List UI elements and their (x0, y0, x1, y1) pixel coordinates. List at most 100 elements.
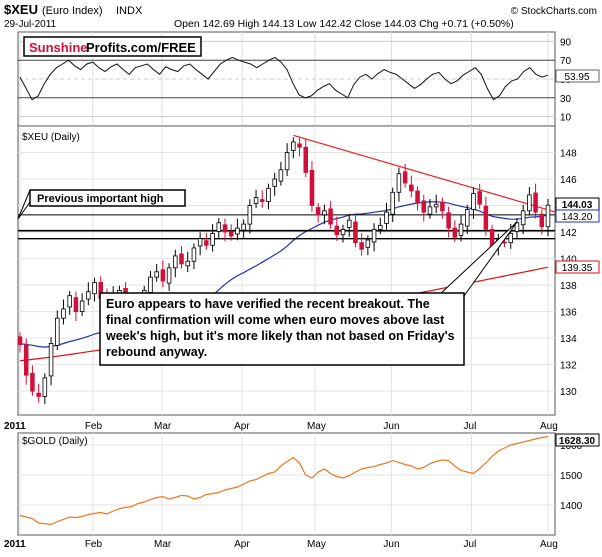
symbol-title: $XEU (4, 2, 38, 17)
candle-body (415, 190, 420, 204)
candle-body (17, 336, 23, 346)
candle-body (160, 269, 166, 282)
candle-body (458, 223, 464, 236)
price-panel-title: $XEU (Daily) (22, 132, 80, 143)
candle-body (322, 210, 327, 216)
candle-body (334, 225, 340, 236)
candle-body (259, 199, 265, 202)
candle-body (204, 240, 209, 246)
prev-high-label: Previous important high (37, 193, 164, 205)
candle-body (30, 372, 35, 392)
candle-body (235, 227, 240, 235)
ma50-last-box (555, 209, 600, 223)
candle-body (446, 212, 451, 229)
price-tick-label: 140 (560, 255, 577, 266)
candle-body (433, 203, 439, 208)
candle-body (241, 223, 246, 231)
candle-body (427, 206, 433, 215)
rsi-line (19, 56, 549, 101)
candle-body (210, 232, 215, 246)
bottom-x-label: May (307, 539, 326, 550)
comment-callout: Euro appears to have verified the recent… (99, 221, 518, 366)
candle-body (86, 291, 91, 300)
candle-body (23, 344, 29, 376)
candle-body (409, 184, 414, 192)
candle-body (508, 232, 513, 244)
logo-box (23, 36, 202, 57)
price-tick-label: 134 (560, 334, 577, 345)
bottom-x-label: Jun (383, 539, 399, 550)
price-tick-label: 138 (560, 281, 577, 292)
candle-body (291, 141, 296, 151)
rsi-tick-label: 70 (560, 56, 572, 67)
candle-body (247, 205, 253, 225)
candle-body (42, 377, 48, 397)
gold-panel-title: $GOLD (Daily) (22, 436, 88, 447)
symbol-name: (Euro Index) (42, 5, 103, 17)
gold-tick-label: 1500 (560, 471, 583, 482)
candle-body (359, 242, 364, 250)
logo-brand-red: Sunshine (29, 40, 88, 55)
candle-body (73, 297, 79, 312)
gold-line (19, 436, 549, 526)
gold-last-box (555, 433, 600, 447)
candle-body (539, 213, 545, 228)
candle-body (346, 219, 352, 228)
candle-body (272, 178, 277, 187)
bottom-x-label: Apr (234, 539, 250, 550)
comment-box (99, 292, 465, 366)
candle-body (284, 152, 290, 171)
candle-body (483, 205, 489, 230)
logo-brand-black: Profits.com/FREE (86, 40, 196, 55)
rsi-last-value: 53.95 (564, 72, 589, 83)
candle-body (191, 247, 197, 262)
ma200-last-box (555, 260, 600, 274)
candle-body (471, 193, 476, 210)
price-tick-label: 146 (560, 175, 577, 186)
rsi-tick-label: 90 (560, 37, 572, 48)
candle-body (402, 171, 408, 184)
candle-body (477, 191, 482, 205)
symbol-exchange: INDX (116, 5, 143, 17)
ma200-last-value: 139.35 (562, 263, 593, 274)
mid-x-label: Apr (234, 421, 250, 432)
candle-body (396, 173, 402, 193)
prev-high-box (29, 189, 186, 207)
candle-body (179, 253, 184, 265)
price-tick-label: 148 (560, 149, 577, 160)
candle-body (222, 224, 228, 233)
header-date: 29-Jul-2011 (4, 19, 57, 30)
candle-body (253, 197, 259, 204)
bottom-x-label: 2011 (4, 539, 26, 550)
header-credit: © StockCharts.com (511, 6, 597, 17)
candle-body (173, 255, 178, 269)
candle-body (502, 241, 507, 244)
bottom-x-label: Mar (154, 539, 172, 550)
candle-body (79, 300, 85, 312)
rsi-last-box (555, 69, 600, 83)
candle-body (303, 146, 309, 173)
candle-body (328, 208, 333, 225)
candle-body (309, 170, 315, 206)
price-tick-label: 132 (560, 361, 577, 372)
prev-high-annotation: Previous important high (17, 189, 186, 220)
candle-body (527, 194, 532, 212)
candle-body (464, 209, 470, 227)
candle-body (55, 317, 60, 346)
candle-body (166, 267, 172, 284)
candle-body (266, 187, 271, 202)
ma50-last-value: 143.20 (562, 212, 593, 223)
candle-body (197, 238, 203, 247)
mid-x-label: Jun (383, 421, 399, 432)
candle-body (520, 210, 526, 226)
bottom-x-label: Jul (464, 539, 477, 550)
candle-body (297, 143, 302, 148)
mid-x-label: Mar (154, 421, 172, 432)
price-tick-label: 130 (560, 387, 577, 398)
candle-body (390, 191, 395, 215)
candle-body (378, 225, 383, 230)
header-ohlc: Open 142.69 High 144.13 Low 142.42 Close… (174, 18, 514, 30)
candle-body (36, 392, 41, 397)
candle-body (533, 192, 538, 213)
candle-body (154, 271, 159, 278)
